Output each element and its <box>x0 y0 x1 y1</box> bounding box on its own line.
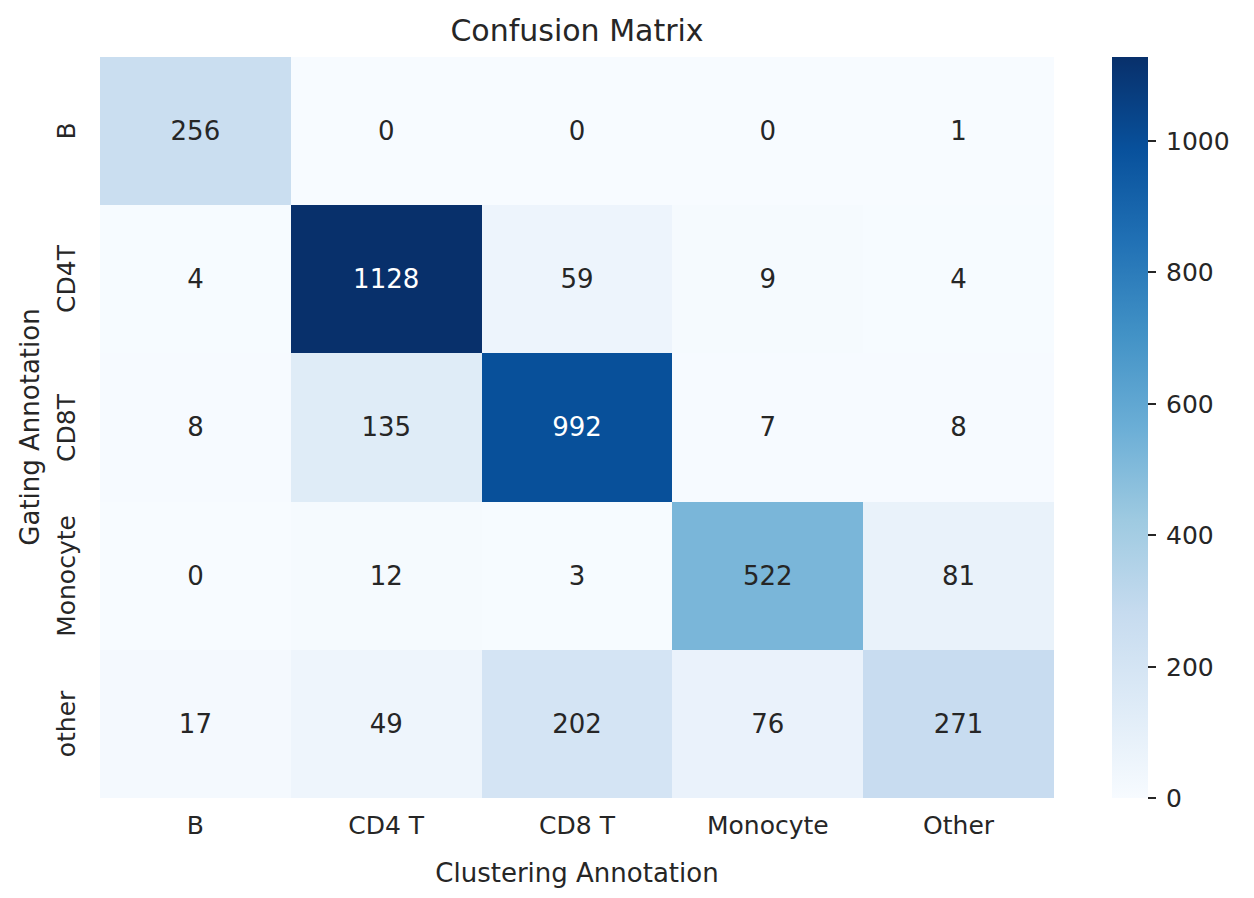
x-axis-label: Clustering Annotation <box>100 858 1054 888</box>
colorbar-tick-label: 0 <box>1166 784 1182 813</box>
cell-value: 76 <box>751 709 784 739</box>
colorbar-tick-mark <box>1148 666 1156 668</box>
heatmap-cell: 522 <box>672 502 863 650</box>
cell-value: 0 <box>569 116 586 146</box>
cell-value: 271 <box>934 709 984 739</box>
heatmap-cell: 135 <box>291 353 482 501</box>
cell-value: 0 <box>187 561 204 591</box>
heatmap-cell: 3 <box>482 502 673 650</box>
colorbar-tick-label: 800 <box>1166 258 1214 287</box>
colorbar-gradient <box>1112 57 1148 798</box>
cell-value: 256 <box>171 116 221 146</box>
x-tick-label: CD8 T <box>539 811 615 840</box>
colorbar-tick-mark <box>1148 271 1156 273</box>
x-tick-label: Monocyte <box>707 811 829 840</box>
heatmap-cell: 992 <box>482 353 673 501</box>
heatmap-cell: 8 <box>863 353 1054 501</box>
colorbar-tick-mark <box>1148 797 1156 799</box>
heatmap-cell: 49 <box>291 650 482 798</box>
cell-value: 17 <box>179 709 212 739</box>
colorbar-tick-mark <box>1148 140 1156 142</box>
heatmap-cell: 59 <box>482 205 673 353</box>
colorbar-tick-mark <box>1148 403 1156 405</box>
x-tick-label: B <box>187 811 204 840</box>
heatmap-cell: 4 <box>863 205 1054 353</box>
cell-value: 202 <box>552 709 602 739</box>
cell-value: 49 <box>370 709 403 739</box>
cell-value: 8 <box>187 412 204 442</box>
cell-value: 522 <box>743 561 793 591</box>
y-tick-label: Monocyte <box>52 515 81 637</box>
cell-value: 7 <box>760 412 777 442</box>
cell-value: 9 <box>760 264 777 294</box>
y-tick-label: CD8T <box>52 394 81 462</box>
heatmap-cell: 271 <box>863 650 1054 798</box>
colorbar-tick-label: 400 <box>1166 521 1214 550</box>
cell-value: 0 <box>760 116 777 146</box>
heatmap-cell: 17 <box>100 650 291 798</box>
cell-value: 12 <box>370 561 403 591</box>
cell-value: 135 <box>361 412 411 442</box>
cell-value: 3 <box>569 561 586 591</box>
heatmap-cell: 0 <box>672 57 863 205</box>
cell-value: 992 <box>552 412 602 442</box>
heatmap-grid: 256 0 0 0 1 4 1128 59 9 4 8 135 992 7 8 0 12 3 522 81 17 49 20… <box>100 57 1054 798</box>
heatmap-cell: 7 <box>672 353 863 501</box>
x-tick-label: Other <box>923 811 994 840</box>
heatmap-cell: 4 <box>100 205 291 353</box>
heatmap-cell: 256 <box>100 57 291 205</box>
colorbar-tick-mark <box>1148 534 1156 536</box>
colorbar-tick-label: 200 <box>1166 652 1214 681</box>
colorbar-tick-label: 600 <box>1166 389 1214 418</box>
heatmap-cell: 0 <box>482 57 673 205</box>
cell-value: 81 <box>942 561 975 591</box>
colorbar-tick-label: 1000 <box>1166 127 1230 156</box>
confusion-matrix-figure: Confusion Matrix Gating Annotation 256 0 0… <box>0 0 1254 898</box>
cell-value: 59 <box>560 264 593 294</box>
heatmap-cell: 81 <box>863 502 1054 650</box>
heatmap-cell: 0 <box>291 57 482 205</box>
heatmap-cell: 1128 <box>291 205 482 353</box>
cell-value: 0 <box>378 116 395 146</box>
cell-value: 4 <box>950 264 967 294</box>
y-tick-label: other <box>52 691 81 758</box>
heatmap-cell: 12 <box>291 502 482 650</box>
cell-value: 8 <box>950 412 967 442</box>
y-tick-label: B <box>52 123 81 140</box>
heatmap-cell: 202 <box>482 650 673 798</box>
heatmap-cell: 76 <box>672 650 863 798</box>
cell-value: 1128 <box>353 264 419 294</box>
cell-value: 4 <box>187 264 204 294</box>
heatmap-cell: 8 <box>100 353 291 501</box>
heatmap-cell: 1 <box>863 57 1054 205</box>
cell-value: 1 <box>950 116 967 146</box>
heatmap-cell: 0 <box>100 502 291 650</box>
y-tick-label: CD4T <box>52 245 81 313</box>
x-tick-label: CD4 T <box>348 811 424 840</box>
chart-title: Confusion Matrix <box>100 13 1054 49</box>
y-axis-label: Gating Annotation <box>15 308 45 545</box>
heatmap-cell: 9 <box>672 205 863 353</box>
